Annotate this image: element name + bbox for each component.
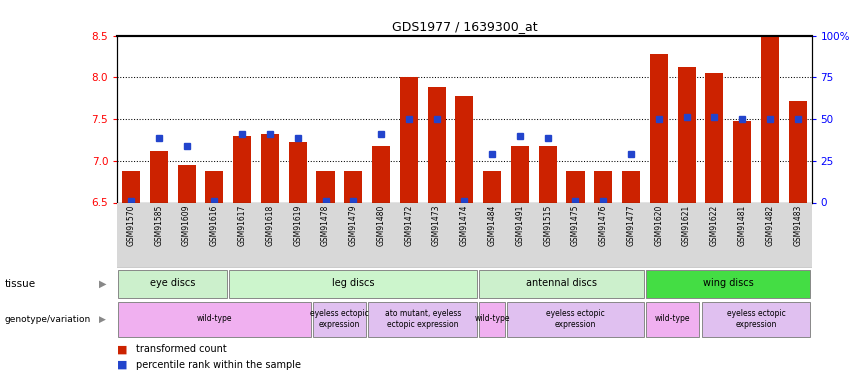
Text: transformed count: transformed count [136,344,227,354]
Bar [479,270,644,298]
Text: leg discs: leg discs [332,278,374,288]
Text: antennal discs: antennal discs [526,278,597,288]
Text: wild-type: wild-type [197,314,232,323]
Bar [229,270,477,298]
Text: ato mutant, eyeless
ectopic expression: ato mutant, eyeless ectopic expression [385,309,461,329]
Text: genotype/variation: genotype/variation [4,315,90,324]
Text: GSM91585: GSM91585 [155,204,163,246]
Text: GSM91622: GSM91622 [710,204,719,246]
Text: GSM91491: GSM91491 [516,204,524,246]
Text: GSM91479: GSM91479 [349,204,358,246]
Text: GSM91481: GSM91481 [738,204,746,246]
Bar [312,302,366,338]
Text: GSM91476: GSM91476 [599,204,608,246]
Bar [372,146,390,202]
Bar [789,101,806,202]
Bar [761,36,779,203]
Bar [595,171,612,202]
Bar [650,54,667,202]
Bar [567,171,584,202]
Text: tissue: tissue [4,279,36,289]
Text: GSM91570: GSM91570 [127,204,135,246]
Bar [511,146,529,202]
Text: GSM91616: GSM91616 [210,204,219,246]
Bar [456,96,473,202]
Bar [261,134,279,202]
Bar [646,270,811,298]
Bar [206,171,223,202]
Text: GSM91473: GSM91473 [432,204,441,246]
Bar [289,142,306,202]
Bar [400,77,418,203]
Text: eyeless ectopic
expression: eyeless ectopic expression [310,309,369,329]
Text: ▶: ▶ [99,315,106,324]
Bar [118,270,227,298]
Bar [178,165,195,202]
Text: GSM91515: GSM91515 [543,204,552,246]
Text: GSM91477: GSM91477 [627,204,635,246]
Bar [646,302,700,338]
Bar [706,73,723,202]
Text: GSM91619: GSM91619 [293,204,302,246]
Text: eyeless ectopic
expression: eyeless ectopic expression [727,309,786,329]
Bar [701,302,811,338]
Text: percentile rank within the sample: percentile rank within the sample [136,360,301,370]
Bar [345,171,362,202]
Text: GSM91478: GSM91478 [321,204,330,246]
Text: GSM91609: GSM91609 [182,204,191,246]
Bar [428,87,445,202]
Bar [118,302,311,338]
Text: GSM91618: GSM91618 [266,204,274,246]
Text: eyeless ectopic
expression: eyeless ectopic expression [546,309,605,329]
Text: GSM91483: GSM91483 [793,204,802,246]
Bar [507,302,644,338]
Bar [150,151,168,202]
Bar [233,136,251,202]
Bar [678,68,695,203]
Text: GSM91475: GSM91475 [571,204,580,246]
Text: GSM91482: GSM91482 [766,204,774,246]
Text: GSM91472: GSM91472 [404,204,413,246]
Title: GDS1977 / 1639300_at: GDS1977 / 1639300_at [391,20,537,33]
Text: GSM91474: GSM91474 [460,204,469,246]
Bar [733,121,751,202]
Text: GSM91480: GSM91480 [377,204,385,246]
Bar [539,146,556,202]
Text: ■: ■ [117,344,128,354]
Bar [317,171,334,202]
Text: GSM91621: GSM91621 [682,204,691,246]
Bar [368,302,477,338]
Text: GSM91484: GSM91484 [488,204,496,246]
Text: wild-type: wild-type [475,314,510,323]
Bar [622,171,640,202]
Text: GSM91620: GSM91620 [654,204,663,246]
Bar [483,171,501,202]
Text: wing discs: wing discs [703,278,753,288]
Text: ▶: ▶ [99,279,106,289]
Text: ■: ■ [117,360,128,370]
Bar [479,302,505,338]
Bar [122,171,140,202]
Text: wild-type: wild-type [655,314,690,323]
Text: eye discs: eye discs [150,278,195,288]
Text: GSM91617: GSM91617 [238,204,247,246]
